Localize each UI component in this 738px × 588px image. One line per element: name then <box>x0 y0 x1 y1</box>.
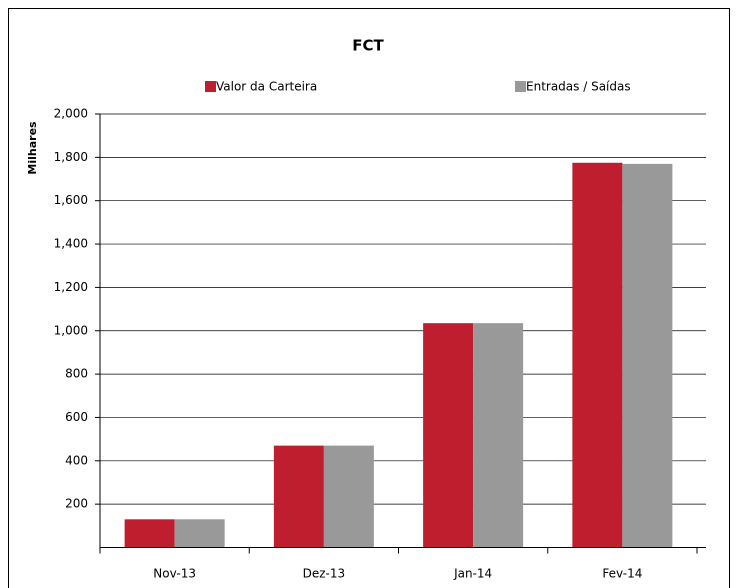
y-tick-label: 800 <box>65 367 88 381</box>
x-tick-label: Dez-13 <box>303 567 346 581</box>
y-tick-label: 1,800 <box>54 150 88 164</box>
bar <box>473 323 524 548</box>
bar <box>323 445 374 548</box>
legend-label: Valor da Carteira <box>216 80 317 94</box>
y-tick-label: 600 <box>65 410 88 424</box>
y-tick-label: 1,600 <box>54 193 88 207</box>
bar <box>273 445 324 548</box>
legend-swatch <box>205 81 216 92</box>
y-tick-label: 2,000 <box>54 107 88 121</box>
chart-title: FCT <box>352 37 384 55</box>
y-axis-label: Milhares <box>26 121 39 175</box>
bar <box>572 162 623 548</box>
legend-label: Entradas / Saídas <box>526 80 631 94</box>
y-tick-label: 1,400 <box>54 237 88 251</box>
y-tick-label: 1,200 <box>54 280 88 294</box>
bar <box>423 323 474 548</box>
x-tick-label: Nov-13 <box>153 567 196 581</box>
y-tick-label: 200 <box>65 497 88 511</box>
y-tick-label: 1,000 <box>54 323 88 337</box>
legend-swatch <box>515 81 526 92</box>
x-tick-label: Fev-14 <box>602 567 642 581</box>
bar <box>174 519 225 548</box>
x-tick-label: Jan-14 <box>453 567 492 581</box>
bar <box>622 163 673 548</box>
y-tick-label: 400 <box>65 453 88 467</box>
bar <box>124 519 175 548</box>
